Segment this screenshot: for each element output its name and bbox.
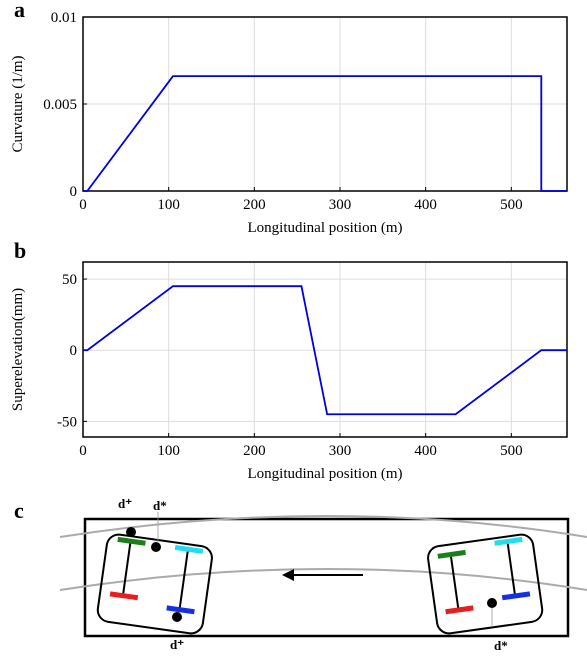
arrow-head bbox=[282, 569, 294, 581]
rail bbox=[59, 515, 587, 538]
x-axis-label: Longitudinal position (m) bbox=[248, 220, 403, 236]
panel-label: c bbox=[14, 498, 24, 523]
x-tick-label: 0 bbox=[79, 443, 87, 459]
y-tick-label: 0.01 bbox=[51, 10, 77, 26]
diagram: c d⁺ d* d⁺ bbox=[14, 496, 587, 653]
x-tick-label: 400 bbox=[414, 443, 437, 459]
line bbox=[83, 75, 567, 192]
point bbox=[151, 542, 161, 552]
x-axis-label: Longitudinal position (m) bbox=[248, 466, 403, 482]
point bbox=[126, 527, 136, 537]
y-tick-label: 0 bbox=[70, 343, 78, 359]
label: d* bbox=[153, 498, 167, 513]
vehicle bbox=[96, 533, 213, 635]
plot-frame bbox=[82, 16, 568, 192]
y-tick-label: 0.005 bbox=[43, 97, 77, 113]
frame bbox=[83, 517, 570, 638]
vehicle bbox=[427, 533, 544, 635]
panel-label: a bbox=[14, 0, 25, 22]
plot-frame bbox=[82, 261, 568, 438]
x-tick-label: 100 bbox=[157, 443, 180, 459]
x-tick-label: 300 bbox=[329, 197, 352, 213]
point bbox=[487, 598, 497, 608]
y-axis-label: Superelevation(mm) bbox=[10, 288, 26, 411]
label: d⁺ bbox=[118, 496, 132, 511]
y-tick-label: 50 bbox=[62, 272, 77, 288]
y-tick-label: -50 bbox=[57, 414, 77, 430]
label: d⁺ bbox=[170, 637, 184, 652]
x-tick-label: 500 bbox=[500, 443, 523, 459]
rail bbox=[59, 568, 587, 591]
x-tick-label: 100 bbox=[157, 197, 180, 213]
label: d* bbox=[494, 638, 508, 653]
x-tick-label: 400 bbox=[414, 197, 437, 213]
line bbox=[83, 285, 567, 416]
y-axis-label: Curvature (1/m) bbox=[10, 55, 26, 152]
point bbox=[172, 612, 182, 622]
panel-label: b bbox=[14, 238, 26, 263]
x-tick-label: 200 bbox=[243, 197, 266, 213]
x-tick-label: 0 bbox=[79, 197, 87, 213]
y-tick-label: 0 bbox=[70, 184, 78, 200]
x-tick-label: 200 bbox=[243, 443, 266, 459]
x-tick-label: 300 bbox=[329, 443, 352, 459]
x-tick-label: 500 bbox=[500, 197, 523, 213]
